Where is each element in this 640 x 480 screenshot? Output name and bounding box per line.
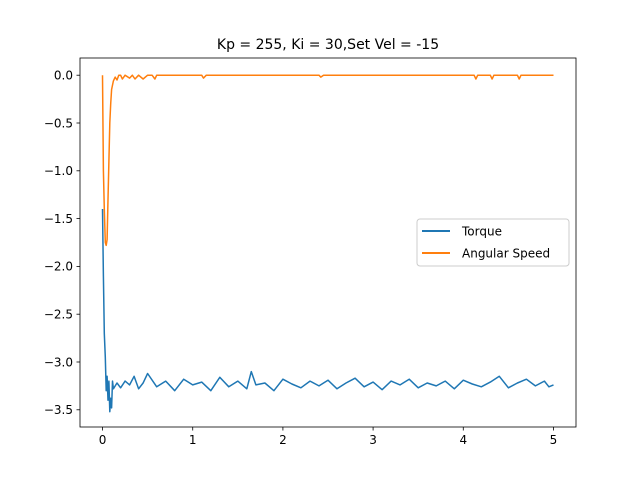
y-axis: 0.0 −0.5 −1.0 −1.5 −2.0 −2.5 −3.0 −3.5 <box>44 69 80 417</box>
y-tick-label: −0.5 <box>44 116 73 130</box>
chart-title: Kp = 255, Ki = 30,Set Vel = -15 <box>217 37 439 53</box>
y-tick-label: −3.0 <box>44 355 73 369</box>
series-layer <box>101 74 554 413</box>
y-tick-label: −2.5 <box>44 307 73 321</box>
legend-label-angular-speed: Angular Speed <box>462 247 550 261</box>
x-tick-label: 0 <box>99 433 107 447</box>
y-tick-label: −1.5 <box>44 212 73 226</box>
y-tick-label: 0.0 <box>54 69 73 83</box>
x-tick-label: 1 <box>189 433 197 447</box>
x-tick-label: 2 <box>279 433 287 447</box>
y-tick-label: −2.0 <box>44 260 73 274</box>
y-tick-label: −1.0 <box>44 164 73 178</box>
legend-box <box>416 218 570 267</box>
plot-frame <box>79 57 577 428</box>
legend-label-torque: Torque <box>461 225 502 239</box>
y-tick-label: −3.5 <box>44 403 73 417</box>
x-tick-label: 3 <box>369 433 377 447</box>
series-line-angular-speed <box>101 74 554 247</box>
x-tick-label: 4 <box>459 433 467 447</box>
x-axis: 0 1 2 3 4 5 <box>99 427 558 447</box>
x-tick-label: 5 <box>550 433 558 447</box>
legend: Torque Angular Speed <box>416 218 570 267</box>
series-line-torque <box>101 208 554 413</box>
